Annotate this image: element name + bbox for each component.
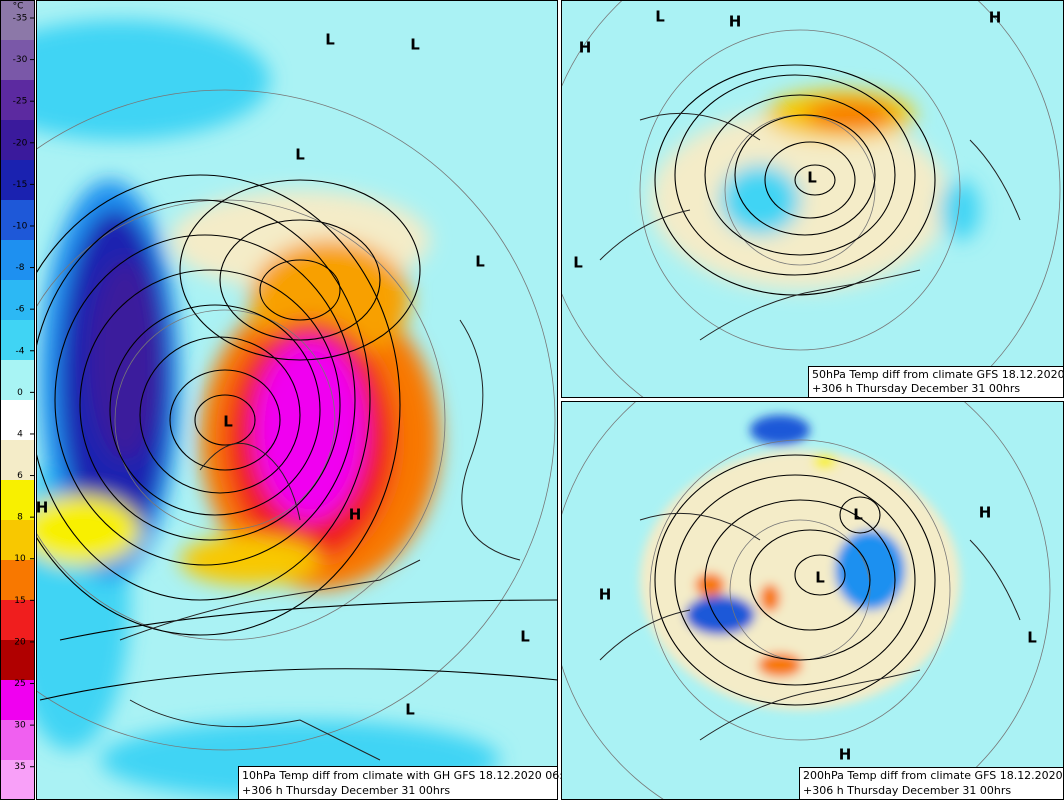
colorbar-segment <box>0 240 35 281</box>
pressure-label: H <box>979 504 992 522</box>
pressure-label: L <box>815 569 825 587</box>
pressure-label: H <box>839 746 852 764</box>
colorbar-tick-label: 15 <box>14 596 25 606</box>
pressure-label: L <box>325 31 335 49</box>
colorbar-segment <box>0 40 35 81</box>
colorbar-tick-label: 35 <box>14 762 25 772</box>
colorbar-segment <box>0 0 35 41</box>
map-200hpa <box>561 401 1064 800</box>
colorbar-tick-label: -15 <box>13 180 28 190</box>
colorbar-segment <box>0 360 35 401</box>
colorbar-tick-label: -35 <box>13 14 28 24</box>
pressure-label: L <box>573 254 583 272</box>
caption: 200hPa Temp diff from climate GFS 18.12.… <box>799 767 1064 800</box>
colorbar-segment <box>0 200 35 241</box>
colorbar-segment <box>0 680 35 721</box>
colorbar-segment <box>0 160 35 201</box>
pressure-label: L <box>655 8 665 26</box>
caption-line: +306 h Thursday December 31 00hrs <box>242 784 450 797</box>
colorbar: °C -35 -30 -25 -20 -15 -10 -8 -6 -4 0 4 6 8 10 15 20 25 30… <box>0 0 35 800</box>
colorbar-tick-label: 25 <box>14 679 25 689</box>
colorbar-tick-label: 20 <box>14 637 26 647</box>
colorbar-tick-label: 30 <box>14 721 26 731</box>
map-50hpa <box>561 0 1064 398</box>
colorbar-tick-label: -4 <box>16 346 25 356</box>
colorbar-segment <box>0 600 35 641</box>
colorbar-segment <box>0 560 35 601</box>
caption-line: +306 h Thursday December 31 00hrs <box>803 784 1011 797</box>
caption-line: 200hPa Temp diff from climate GFS 18.12.… <box>803 769 1064 782</box>
pressure-label: L <box>295 146 305 164</box>
pressure-label: L <box>1027 629 1037 647</box>
pressure-label: L <box>410 36 420 54</box>
pressure-labels: H L L H L H <box>599 504 1038 764</box>
colorbar-tick-label: -8 <box>16 263 25 273</box>
colorbar-tick-label: -6 <box>16 305 25 315</box>
colorbar-tick-label: 8 <box>17 513 23 523</box>
colorbar-segment <box>0 640 35 681</box>
caption: 10hPa Temp diff from climate with GH GFS… <box>238 766 577 800</box>
colorbar-segment <box>0 120 35 161</box>
colorbar-tick-label: -30 <box>13 55 28 65</box>
colorbar-segment <box>0 280 35 321</box>
pressure-label: H <box>349 506 362 524</box>
colorbar-segment <box>0 440 35 481</box>
colorbar-tick-label: -25 <box>13 97 28 107</box>
pressure-label: H <box>729 13 742 31</box>
colorbar-tick-label: 10 <box>14 554 26 564</box>
caption: 50hPa Temp diff from climate GFS 18.12.2… <box>808 366 1064 398</box>
colorbar-segment <box>0 760 35 800</box>
colorbar-segment <box>0 320 35 361</box>
colorbar-tick-label: 4 <box>17 429 23 439</box>
pressure-label: L <box>405 701 415 719</box>
colorbar-segment <box>0 480 35 521</box>
caption-line: +306 h Thursday December 31 00hrs <box>812 382 1020 395</box>
pressure-label: H <box>989 9 1002 27</box>
pressure-label: L <box>475 253 485 271</box>
caption-line: 50hPa Temp diff from climate GFS 18.12.2… <box>812 368 1064 381</box>
pressure-labels: L L L L L H H L L <box>36 31 531 719</box>
colorbar-tick-label: -10 <box>13 221 28 231</box>
colorbar-tick-label: 6 <box>17 471 23 481</box>
colorbar-segment <box>0 80 35 121</box>
colorbar-segment <box>0 400 35 441</box>
pressure-label: H <box>599 586 612 604</box>
pressure-label: H <box>579 39 592 57</box>
map-10hpa <box>36 0 558 800</box>
pressure-label: L <box>807 169 817 187</box>
pressure-label: H <box>36 499 49 517</box>
caption-line: 10hPa Temp diff from climate with GH GFS… <box>242 769 577 782</box>
colorbar-segment <box>0 520 35 561</box>
colorbar-tick-label: -20 <box>13 138 28 148</box>
pressure-labels: L H H H L L <box>573 8 1001 272</box>
pressure-label: L <box>520 628 530 646</box>
colorbar-unit: °C <box>13 2 24 12</box>
pressure-label: L <box>223 413 233 431</box>
colorbar-tick-label: 0 <box>17 388 23 398</box>
colorbar-segment <box>0 720 35 761</box>
pressure-label: L <box>853 506 863 524</box>
